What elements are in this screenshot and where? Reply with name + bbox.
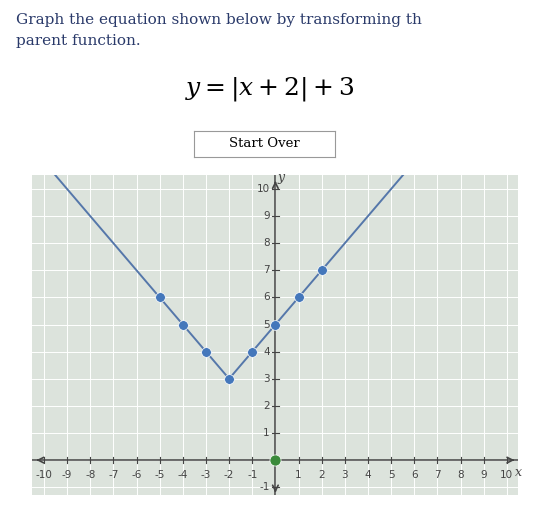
Text: Graph the equation shown below by transforming th: Graph the equation shown below by transf… bbox=[16, 13, 422, 27]
Text: 3: 3 bbox=[263, 374, 269, 384]
Text: -1: -1 bbox=[259, 482, 269, 492]
Text: 10: 10 bbox=[500, 471, 514, 480]
Text: 9: 9 bbox=[481, 471, 487, 480]
Text: 3: 3 bbox=[341, 471, 348, 480]
Text: x: x bbox=[515, 466, 522, 479]
Text: 4: 4 bbox=[364, 471, 372, 480]
Text: -2: -2 bbox=[224, 471, 234, 480]
Text: -1: -1 bbox=[247, 471, 258, 480]
Text: -4: -4 bbox=[178, 471, 188, 480]
Text: y: y bbox=[278, 171, 285, 184]
Text: 6: 6 bbox=[411, 471, 417, 480]
Text: 2: 2 bbox=[263, 401, 269, 411]
Text: -5: -5 bbox=[154, 471, 165, 480]
Text: -9: -9 bbox=[62, 471, 72, 480]
Text: 7: 7 bbox=[434, 471, 441, 480]
Text: 4: 4 bbox=[263, 347, 269, 357]
Text: 5: 5 bbox=[263, 319, 269, 330]
Text: 7: 7 bbox=[263, 265, 269, 276]
Text: 8: 8 bbox=[263, 238, 269, 248]
Text: 2: 2 bbox=[319, 471, 325, 480]
Text: 6: 6 bbox=[263, 293, 269, 302]
Text: 10: 10 bbox=[256, 184, 269, 194]
Text: 1: 1 bbox=[295, 471, 302, 480]
Text: -6: -6 bbox=[131, 471, 141, 480]
Text: -7: -7 bbox=[108, 471, 119, 480]
Text: 9: 9 bbox=[263, 211, 269, 221]
Text: -3: -3 bbox=[201, 471, 211, 480]
Text: -10: -10 bbox=[36, 471, 52, 480]
Text: $y = |x + 2| + 3$: $y = |x + 2| + 3$ bbox=[185, 75, 355, 103]
Text: -8: -8 bbox=[85, 471, 96, 480]
Text: 5: 5 bbox=[388, 471, 394, 480]
Text: Start Over: Start Over bbox=[229, 137, 300, 151]
Text: parent function.: parent function. bbox=[16, 34, 141, 47]
Text: 1: 1 bbox=[263, 428, 269, 438]
Text: 8: 8 bbox=[457, 471, 464, 480]
